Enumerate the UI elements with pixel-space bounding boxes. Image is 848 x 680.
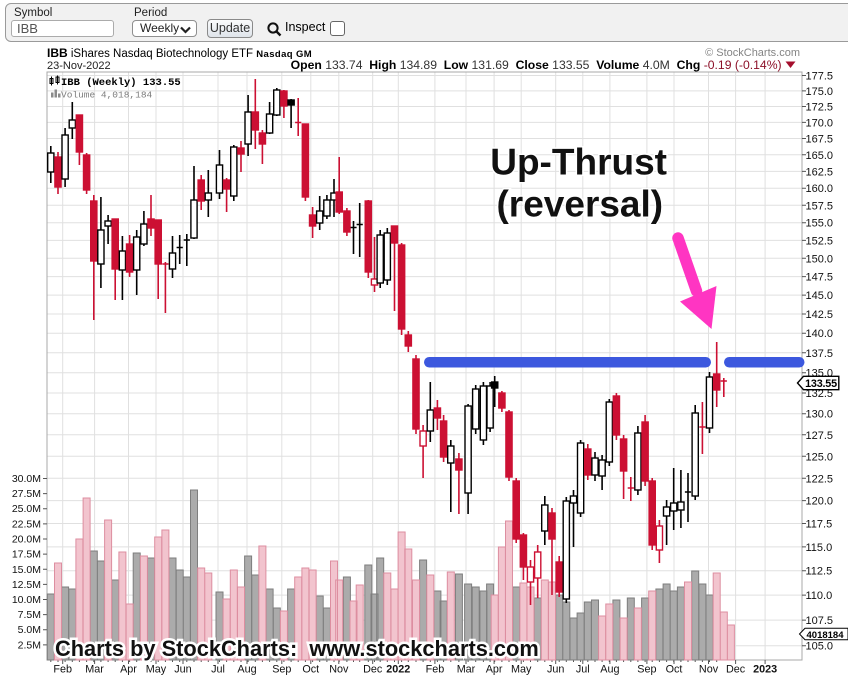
- svg-text:107.5: 107.5: [806, 615, 834, 627]
- svg-text:Volume 4,018,184: Volume 4,018,184: [61, 90, 153, 101]
- svg-text:132.5: 132.5: [806, 388, 834, 400]
- svg-text:175.0: 175.0: [806, 86, 834, 98]
- svg-text:Mar: Mar: [457, 664, 476, 676]
- svg-text:7.5M: 7.5M: [18, 609, 41, 621]
- svg-text:162.5: 162.5: [806, 166, 834, 178]
- svg-text:152.5: 152.5: [806, 235, 834, 247]
- svg-text:145.0: 145.0: [806, 290, 834, 302]
- svg-text:170.0: 170.0: [806, 117, 834, 129]
- svg-text:Dec: Dec: [726, 664, 746, 676]
- svg-text:167.5: 167.5: [806, 134, 834, 146]
- svg-text:4018184: 4018184: [807, 630, 845, 641]
- svg-text:Sep: Sep: [637, 664, 656, 676]
- svg-text:12.5M: 12.5M: [12, 579, 41, 591]
- svg-text:IBB (Weekly) 133.55: IBB (Weekly) 133.55: [61, 77, 181, 89]
- svg-text:Apr: Apr: [486, 664, 503, 676]
- svg-text:137.5: 137.5: [806, 348, 834, 360]
- svg-text:115.0: 115.0: [806, 542, 833, 554]
- svg-text:15.0M: 15.0M: [12, 564, 41, 576]
- svg-text:Jul: Jul: [576, 664, 590, 676]
- svg-text:150.0: 150.0: [806, 253, 834, 265]
- svg-text:105.0: 105.0: [806, 641, 834, 653]
- svg-text:122.5: 122.5: [806, 473, 834, 485]
- svg-text:Oct: Oct: [666, 664, 683, 676]
- svg-text:140.0: 140.0: [806, 328, 834, 340]
- svg-text:Mar: Mar: [85, 664, 104, 676]
- svg-text:Nov: Nov: [699, 664, 719, 676]
- svg-text:Up-Thrust: Up-Thrust: [490, 142, 667, 183]
- svg-text:10.0M: 10.0M: [12, 594, 41, 606]
- svg-text:110.0: 110.0: [806, 590, 833, 602]
- svg-text:127.5: 127.5: [806, 430, 834, 442]
- svg-text:130.0: 130.0: [806, 409, 834, 421]
- svg-text:2.5M: 2.5M: [18, 639, 41, 651]
- svg-text:20.0M: 20.0M: [12, 534, 41, 546]
- svg-text:Sep: Sep: [272, 664, 291, 676]
- svg-text:Aug: Aug: [600, 664, 619, 676]
- svg-text:17.5M: 17.5M: [12, 549, 41, 561]
- svg-text:Oct: Oct: [302, 664, 319, 676]
- svg-text:25.0M: 25.0M: [12, 503, 41, 515]
- svg-text:112.5: 112.5: [806, 566, 833, 578]
- svg-text:May: May: [146, 664, 167, 676]
- svg-text:165.0: 165.0: [806, 150, 834, 162]
- svg-text:125.0: 125.0: [806, 451, 834, 463]
- svg-text:Apr: Apr: [120, 664, 137, 676]
- svg-text:142.5: 142.5: [806, 309, 834, 321]
- svg-text:2023: 2023: [753, 664, 777, 676]
- svg-text:Feb: Feb: [426, 664, 445, 676]
- svg-text:2022: 2022: [386, 664, 410, 676]
- svg-text:May: May: [511, 664, 532, 676]
- svg-text:22.5M: 22.5M: [12, 518, 41, 530]
- svg-text:172.5: 172.5: [806, 102, 834, 114]
- svg-text:Jul: Jul: [211, 664, 225, 676]
- svg-text:120.0: 120.0: [806, 496, 834, 508]
- svg-text:27.5M: 27.5M: [12, 488, 41, 500]
- svg-text:147.5: 147.5: [806, 272, 834, 284]
- svg-text:133.55: 133.55: [805, 378, 837, 390]
- svg-text:117.5: 117.5: [806, 519, 833, 531]
- svg-text:Nov: Nov: [329, 664, 349, 676]
- svg-text:155.0: 155.0: [806, 218, 834, 230]
- svg-text:177.5: 177.5: [806, 71, 834, 83]
- svg-text:Jun: Jun: [174, 664, 191, 676]
- svg-text:Aug: Aug: [237, 664, 256, 676]
- svg-text:Jun: Jun: [547, 664, 564, 676]
- svg-text:Feb: Feb: [53, 664, 72, 676]
- svg-text:Charts by StockCharts: www.st: Charts by StockCharts: www.stockcharts.c…: [55, 636, 539, 661]
- svg-text:30.0M: 30.0M: [12, 473, 41, 485]
- svg-text:Dec: Dec: [363, 664, 383, 676]
- svg-text:(reversal): (reversal): [496, 184, 663, 225]
- svg-text:160.0: 160.0: [806, 183, 834, 195]
- svg-text:5.0M: 5.0M: [18, 624, 41, 636]
- svg-text:157.5: 157.5: [806, 200, 834, 212]
